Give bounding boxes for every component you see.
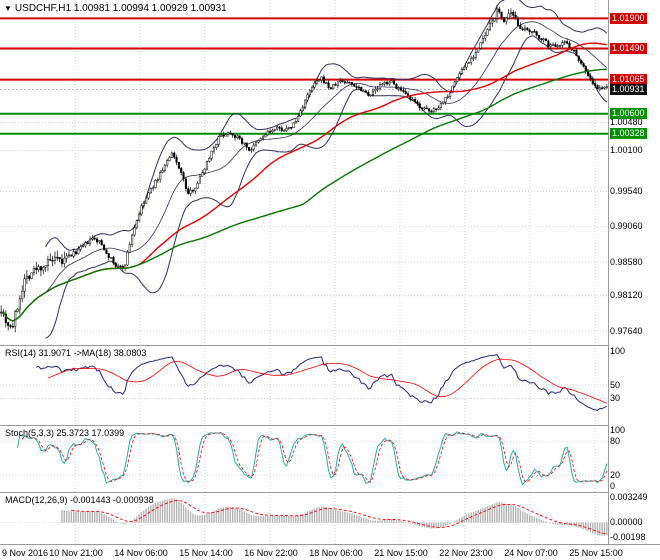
rsi-panel-canvas[interactable] [0, 345, 608, 425]
x-axis-label: 14 Nov 06:00 [114, 548, 168, 558]
axis-tick-label: 1.00480 [610, 117, 643, 128]
x-axis-label: 16 Nov 22:00 [244, 548, 298, 558]
current-price-label: 1.00931 [610, 83, 647, 95]
axis-tick-label: 0.99540 [610, 186, 643, 197]
broker-logo-icon: ▼ [4, 4, 12, 13]
panel-separator [0, 345, 660, 346]
x-axis-label: 10 Nov 21:00 [49, 548, 103, 558]
x-axis-label: 25 Nov 15:00 [569, 548, 623, 558]
indicator-tick-label: 100 [610, 425, 626, 436]
panel-separator [0, 492, 660, 493]
axis-tick-label: 0.97640 [610, 325, 643, 336]
price-axis[interactable]: 1.00480 1.00100 0.99540 0.99060 0.98580 0.981… [608, 0, 660, 544]
axis-tick-label: 0.99060 [610, 221, 643, 232]
stochastic-panel-canvas[interactable] [0, 425, 608, 492]
x-axis-label: 21 Nov 15:00 [374, 548, 428, 558]
panel-separator [0, 425, 660, 426]
x-axis-label: 22 Nov 23:00 [439, 548, 493, 558]
price-level-label: 1.01900 [610, 12, 647, 24]
indicator-tick-label: 80 [610, 436, 621, 447]
axis-tick-label: 0.98580 [610, 256, 643, 267]
indicator-tick-label: 100 [610, 345, 626, 356]
price-level-label: 1.00328 [610, 128, 647, 140]
main-chart-canvas[interactable] [0, 0, 608, 345]
x-axis-label: 24 Nov 07:00 [504, 548, 558, 558]
macd-panel-canvas[interactable] [0, 492, 608, 544]
price-level-label: 1.00600 [610, 108, 647, 120]
price-level-label: 1.01490 [610, 42, 647, 54]
indicator-tick-label: -0.00198 [610, 532, 646, 543]
indicator-tick-label: 0.003249 [610, 492, 648, 503]
macd-indicator-label: MACD(12,26,9) -0.001443 -0.000938 [5, 495, 154, 505]
chart-title: ▼ USDCHF,H1 1.00981 1.00994 1.00929 1.009… [4, 3, 227, 14]
symbol-ohlc-text: USDCHF,H1 1.00981 1.00994 1.00929 1.0093… [14, 3, 227, 14]
price-level-label: 1.01065 [610, 74, 647, 86]
rsi-indicator-label: RSI(14) 31.9071 ->MA(18) 38.0803 [5, 348, 147, 358]
indicator-tick-label: 30 [610, 392, 621, 403]
indicator-tick-label: 0.00000 [610, 517, 643, 528]
axis-tick-label: 0.98120 [610, 290, 643, 301]
stochastic-indicator-label: Stoch(5,3,3) 25.3723 17.0399 [5, 428, 125, 438]
axis-tick-label: 1.00100 [610, 144, 643, 155]
indicator-tick-label: 20 [610, 469, 621, 480]
indicator-tick-label: 50 [610, 379, 621, 390]
x-axis-label: 18 Nov 06:00 [309, 548, 363, 558]
time-axis[interactable]: 9 Nov 2016 10 Nov 21:00 14 Nov 06:00 15 Nov… [0, 544, 660, 560]
indicator-tick-label: 0 [610, 480, 616, 491]
x-axis-label: 9 Nov 2016 [2, 548, 49, 558]
x-axis-label: 15 Nov 14:00 [179, 548, 233, 558]
